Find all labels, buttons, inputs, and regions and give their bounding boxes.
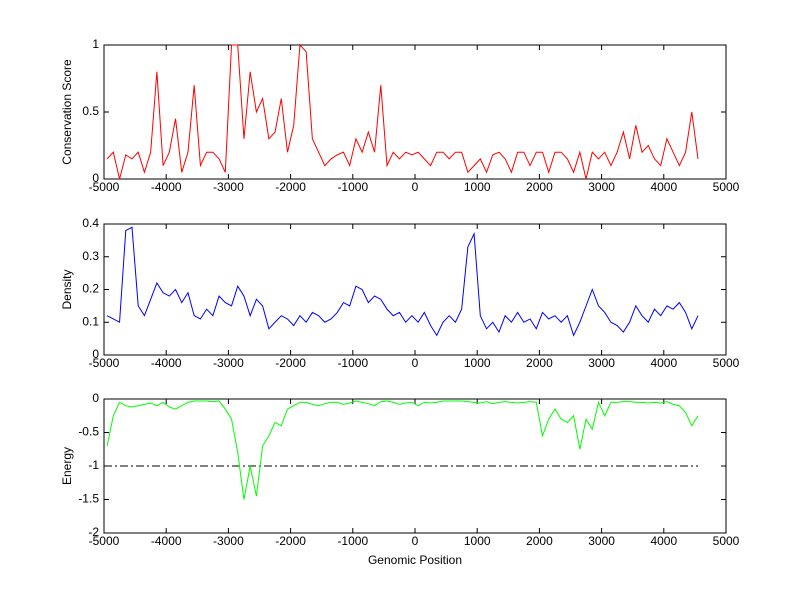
y-tick-label: 0 [92,347,99,361]
y-axis-label: Density [60,269,74,309]
x-tick-label: -4000 [151,356,182,370]
x-tick-label: 3000 [588,356,615,370]
x-tick-label: -2000 [275,180,306,194]
x-tick-label: 2000 [526,356,553,370]
y-tick-label: 0.2 [82,282,99,296]
y-tick-label: 0.1 [82,314,99,328]
x-axis-label: Genomic Position [368,553,462,567]
x-tick-label: 4000 [650,356,677,370]
x-tick-label: 0 [412,356,419,370]
x-tick-label: 5000 [713,534,740,548]
x-tick-label: 4000 [650,180,677,194]
y-tick-label: -1.5 [78,492,99,506]
y-tick-label: 1 [92,37,99,51]
x-tick-label: -3000 [213,180,244,194]
x-tick-label: -1000 [337,180,368,194]
x-tick-label: -5000 [89,356,120,370]
y-axis-label: Conservation Score [60,59,74,165]
x-tick-label: 5000 [713,180,740,194]
y-tick-label: 0.4 [82,216,99,230]
x-tick-label: 3000 [588,534,615,548]
x-tick-label: -5000 [89,534,120,548]
x-tick-label: 1000 [464,356,491,370]
y-tick-label: 0 [92,391,99,405]
x-tick-label: 0 [412,534,419,548]
plot-area [103,223,727,356]
x-tick-label: -4000 [151,180,182,194]
x-tick-label: 2000 [526,534,553,548]
x-tick-label: 2000 [526,180,553,194]
x-tick-label: 5000 [713,356,740,370]
y-tick-label: 0 [92,171,99,185]
x-tick-label: -3000 [213,356,244,370]
plot-area [103,44,727,180]
x-tick-label: 4000 [650,534,677,548]
y-axis-label: Energy [60,447,74,485]
data-line [106,43,699,180]
x-tick-label: -1000 [337,356,368,370]
x-tick-label: -4000 [151,534,182,548]
x-tick-label: -2000 [275,534,306,548]
y-tick-label: -2 [88,525,99,539]
x-tick-label: -5000 [89,180,120,194]
x-tick-label: 1000 [464,534,491,548]
x-tick-label: 0 [412,180,419,194]
x-tick-label: -2000 [275,356,306,370]
x-tick-label: -3000 [213,534,244,548]
y-tick-label: 0.5 [82,104,99,118]
x-tick-label: 3000 [588,180,615,194]
y-tick-label: 0.3 [82,249,99,263]
data-line [106,400,699,500]
y-tick-label: -0.5 [78,425,99,439]
y-tick-label: -1 [88,458,99,472]
x-tick-label: 1000 [464,180,491,194]
x-tick-label: -1000 [337,534,368,548]
data-line [106,226,699,337]
